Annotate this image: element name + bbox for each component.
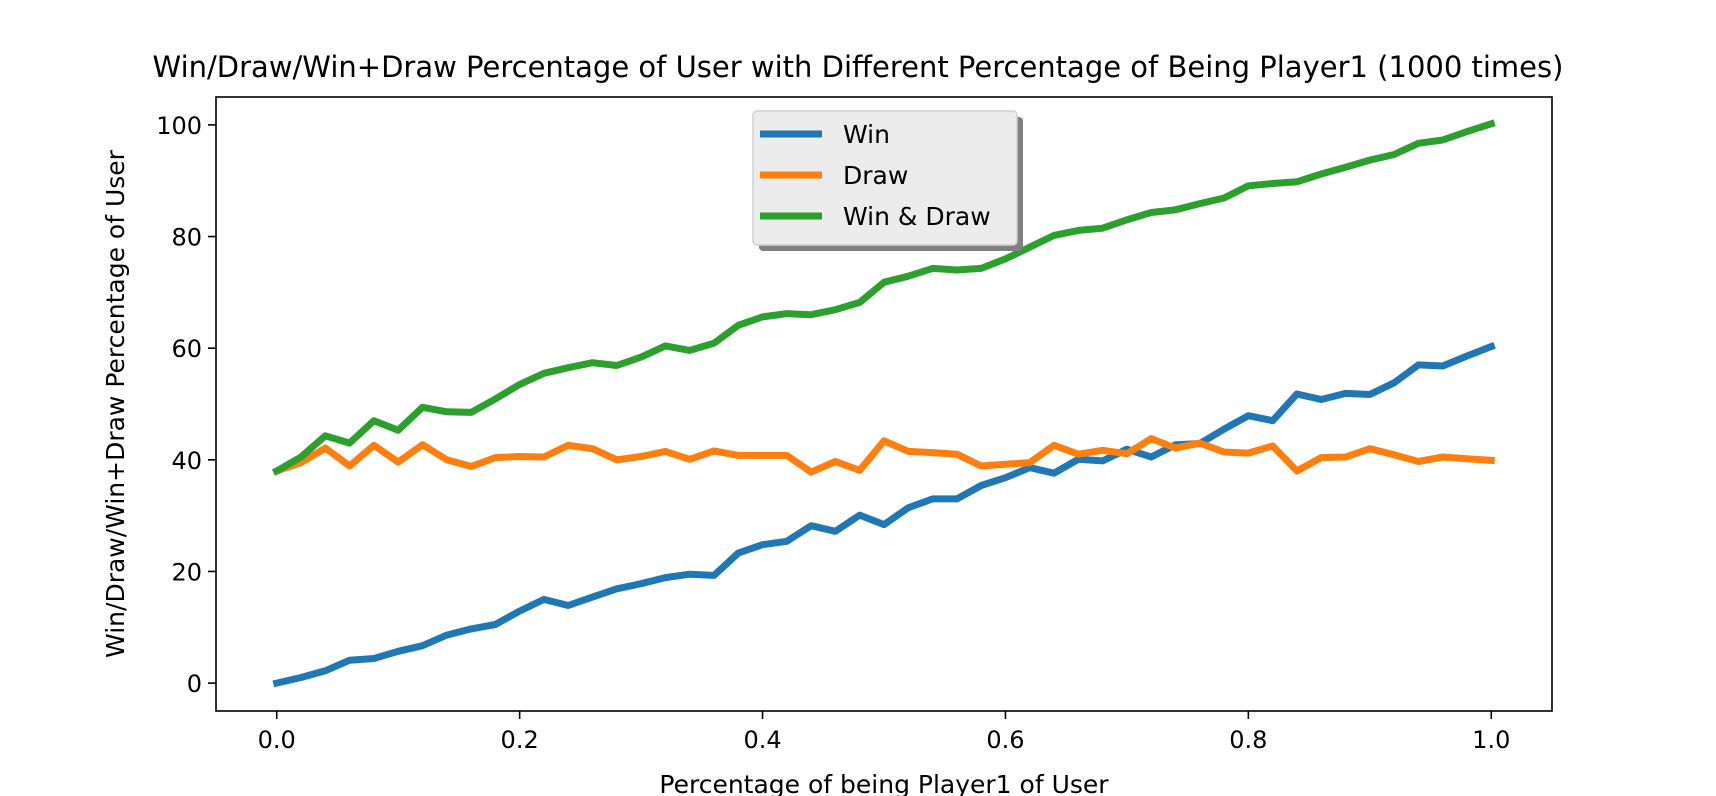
x-tick-label: 0.6 <box>986 726 1024 754</box>
series-line-win-draw <box>271 119 1496 476</box>
plot-lines <box>271 119 1496 688</box>
y-tick-label: 60 <box>171 335 202 363</box>
y-tick-label: 80 <box>171 224 202 252</box>
x-tick-label: 0.0 <box>258 726 296 754</box>
series-line-draw <box>272 435 1496 476</box>
legend-label-draw: Draw <box>843 161 908 190</box>
x-tick-label: 0.4 <box>743 726 781 754</box>
x-axis-ticks: 0.0 0.2 0.4 0.6 0.8 1.0 <box>258 711 1510 754</box>
plot-frame <box>215 96 1553 712</box>
legend: Win Draw Win & Draw <box>752 110 1023 251</box>
x-tick-label: 1.0 <box>1472 726 1510 754</box>
legend-box <box>752 110 1018 246</box>
y-tick-label: 20 <box>171 558 202 586</box>
y-axis-ticks: 0 20 40 60 80 100 <box>156 112 216 698</box>
series-line-win <box>272 341 1496 688</box>
y-tick-label: 40 <box>171 447 202 475</box>
y-tick-label: 0 <box>187 670 202 698</box>
legend-entries: Win Draw Win & Draw <box>760 120 991 231</box>
y-axis-label: Win/Draw/Win+Draw Percentage of User <box>101 149 130 658</box>
x-axis-label: Percentage of being Player1 of User <box>659 770 1109 796</box>
x-tick-label: 0.2 <box>501 726 539 754</box>
x-tick-label: 0.8 <box>1229 726 1267 754</box>
legend-label-win-draw: Win & Draw <box>843 202 991 231</box>
legend-label-win: Win <box>843 120 890 149</box>
y-tick-label: 100 <box>156 112 202 140</box>
chart-title: Win/Draw/Win+Draw Percentage of User wit… <box>153 50 1564 84</box>
